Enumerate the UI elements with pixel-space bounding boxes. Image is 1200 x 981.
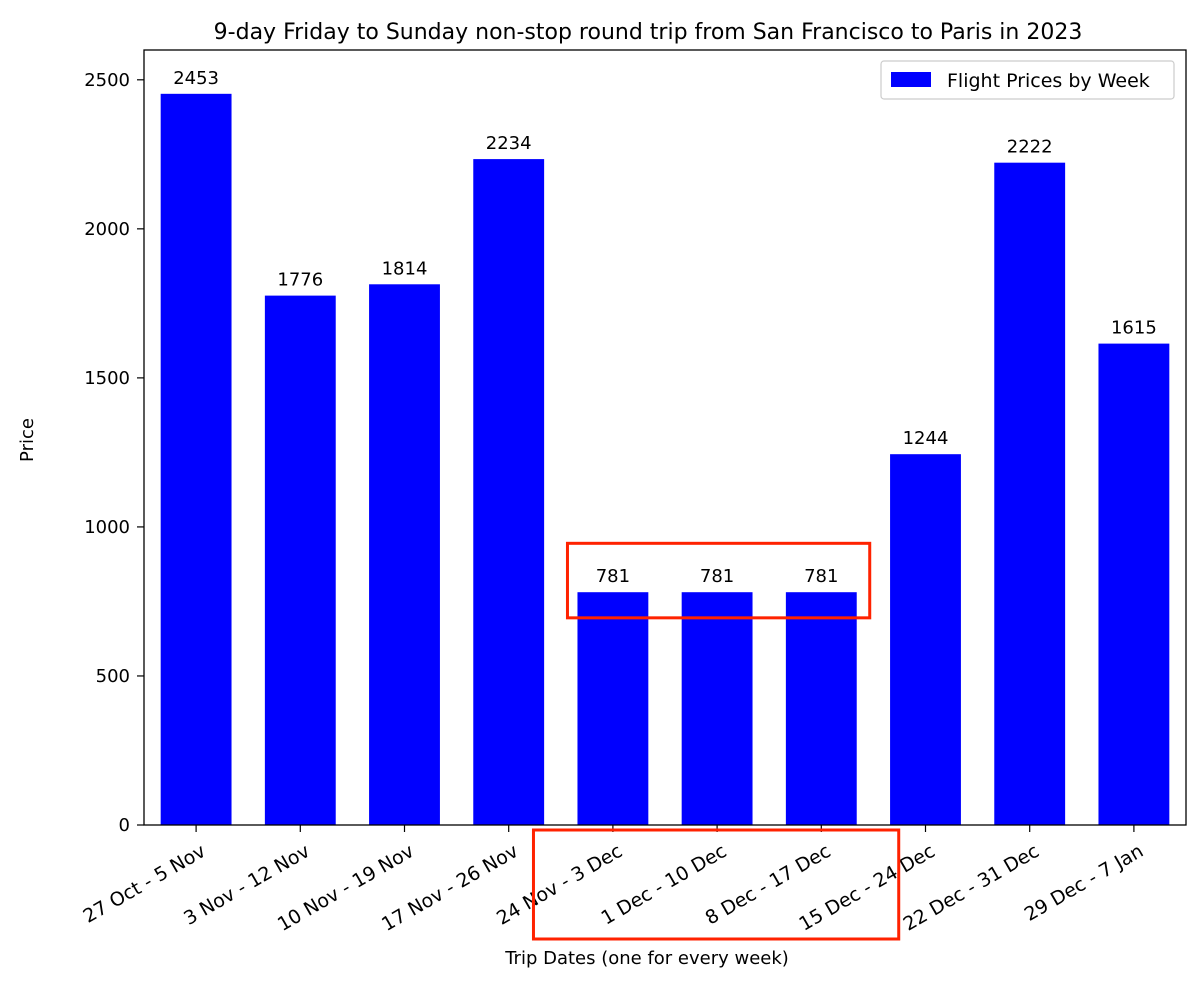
y-tick-label: 2000 xyxy=(84,219,130,240)
legend-label: Flight Prices by Week xyxy=(947,70,1150,92)
bar-value-label: 2453 xyxy=(173,68,219,89)
bar-value-label: 1814 xyxy=(382,258,428,279)
highlight-annotations xyxy=(531,541,901,941)
bar xyxy=(1098,343,1170,825)
bar xyxy=(785,592,857,825)
y-axis-label: Price xyxy=(17,418,38,462)
y-tick-label: 500 xyxy=(96,666,130,687)
bar-value-label: 1244 xyxy=(903,428,949,449)
bar-value-label: 781 xyxy=(596,566,630,587)
plot-area: 2453 1776 1814 2234 781 781 781 1244 2222 1615 xyxy=(143,49,1187,826)
y-tick-label: 2500 xyxy=(84,70,130,91)
y-axis: 0 500 1000 1500 2000 2500 xyxy=(84,70,144,836)
y-tick-label: 0 xyxy=(119,815,130,836)
plot-frame xyxy=(143,49,1187,826)
bar xyxy=(160,93,232,825)
bar xyxy=(994,162,1066,825)
legend-frame xyxy=(880,60,1175,100)
bar xyxy=(681,592,753,825)
bar xyxy=(264,295,336,826)
chart-title: 9-day Friday to Sunday non-stop round tr… xyxy=(214,20,1083,45)
bar-value-label: 2234 xyxy=(486,133,532,154)
y-tick-label: 1000 xyxy=(84,517,130,538)
x-axis-label: Trip Dates (one for every week) xyxy=(504,948,789,969)
bar-value-label: 781 xyxy=(804,566,838,587)
bar xyxy=(577,592,649,825)
highlight-box-bars xyxy=(565,541,872,620)
bar xyxy=(369,284,440,825)
legend-swatch xyxy=(891,72,931,87)
bar-value-label: 2222 xyxy=(1007,137,1053,158)
legend: Flight Prices by Week xyxy=(880,60,1175,100)
bar-value-label: 1776 xyxy=(277,270,323,291)
bar-value-label: 1615 xyxy=(1111,318,1157,339)
y-tick-label: 1500 xyxy=(84,368,130,389)
bar xyxy=(473,159,545,825)
bar xyxy=(890,454,961,825)
highlight-box-labels xyxy=(531,828,901,941)
bar-value-label: 781 xyxy=(700,566,734,587)
